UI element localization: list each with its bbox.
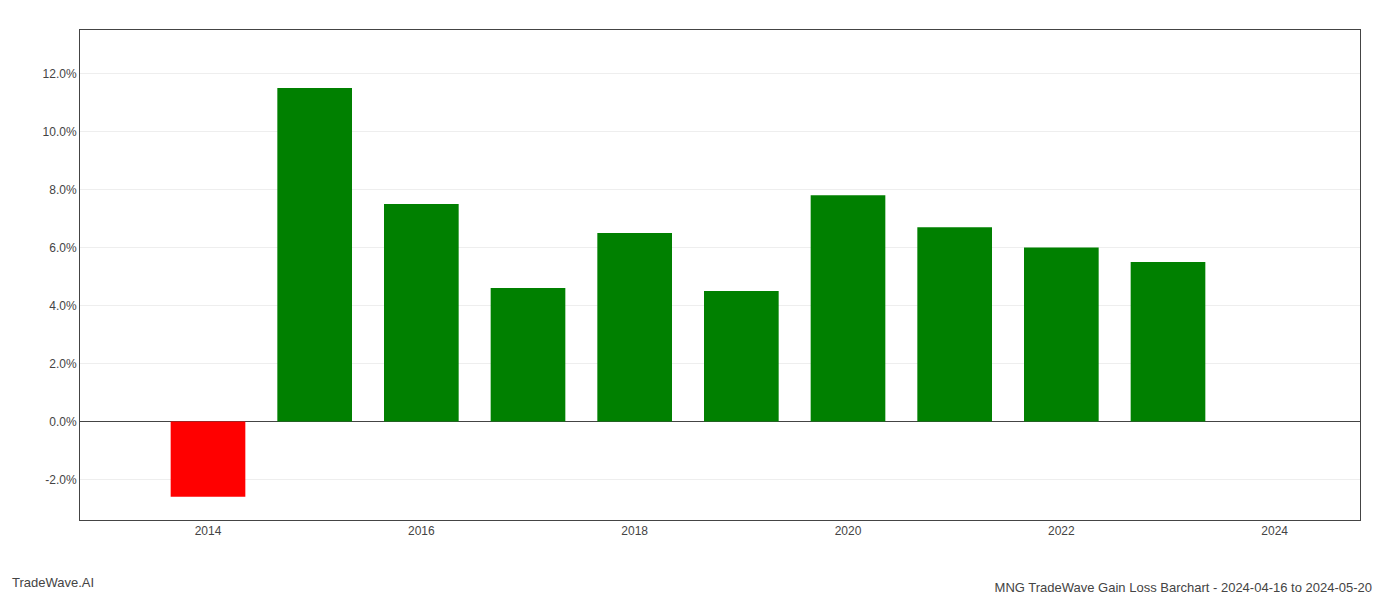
svg-text:2014: 2014 <box>195 524 222 538</box>
svg-text:MNG TradeWave Gain Loss Barcha: MNG TradeWave Gain Loss Barchart - 2024-… <box>995 580 1372 595</box>
svg-text:0.0%: 0.0% <box>49 415 77 429</box>
svg-text:10.0%: 10.0% <box>43 125 77 139</box>
svg-text:-2.0%: -2.0% <box>45 473 77 487</box>
svg-text:2016: 2016 <box>408 524 435 538</box>
svg-text:2022: 2022 <box>1048 524 1075 538</box>
svg-text:2020: 2020 <box>835 524 862 538</box>
svg-text:2018: 2018 <box>621 524 648 538</box>
svg-text:4.0%: 4.0% <box>49 299 77 313</box>
svg-text:2.0%: 2.0% <box>49 357 77 371</box>
svg-text:6.0%: 6.0% <box>49 241 77 255</box>
svg-text:12.0%: 12.0% <box>43 67 77 81</box>
svg-text:8.0%: 8.0% <box>49 183 77 197</box>
svg-text:2024: 2024 <box>1261 524 1288 538</box>
svg-text:TradeWave.AI: TradeWave.AI <box>12 575 94 590</box>
